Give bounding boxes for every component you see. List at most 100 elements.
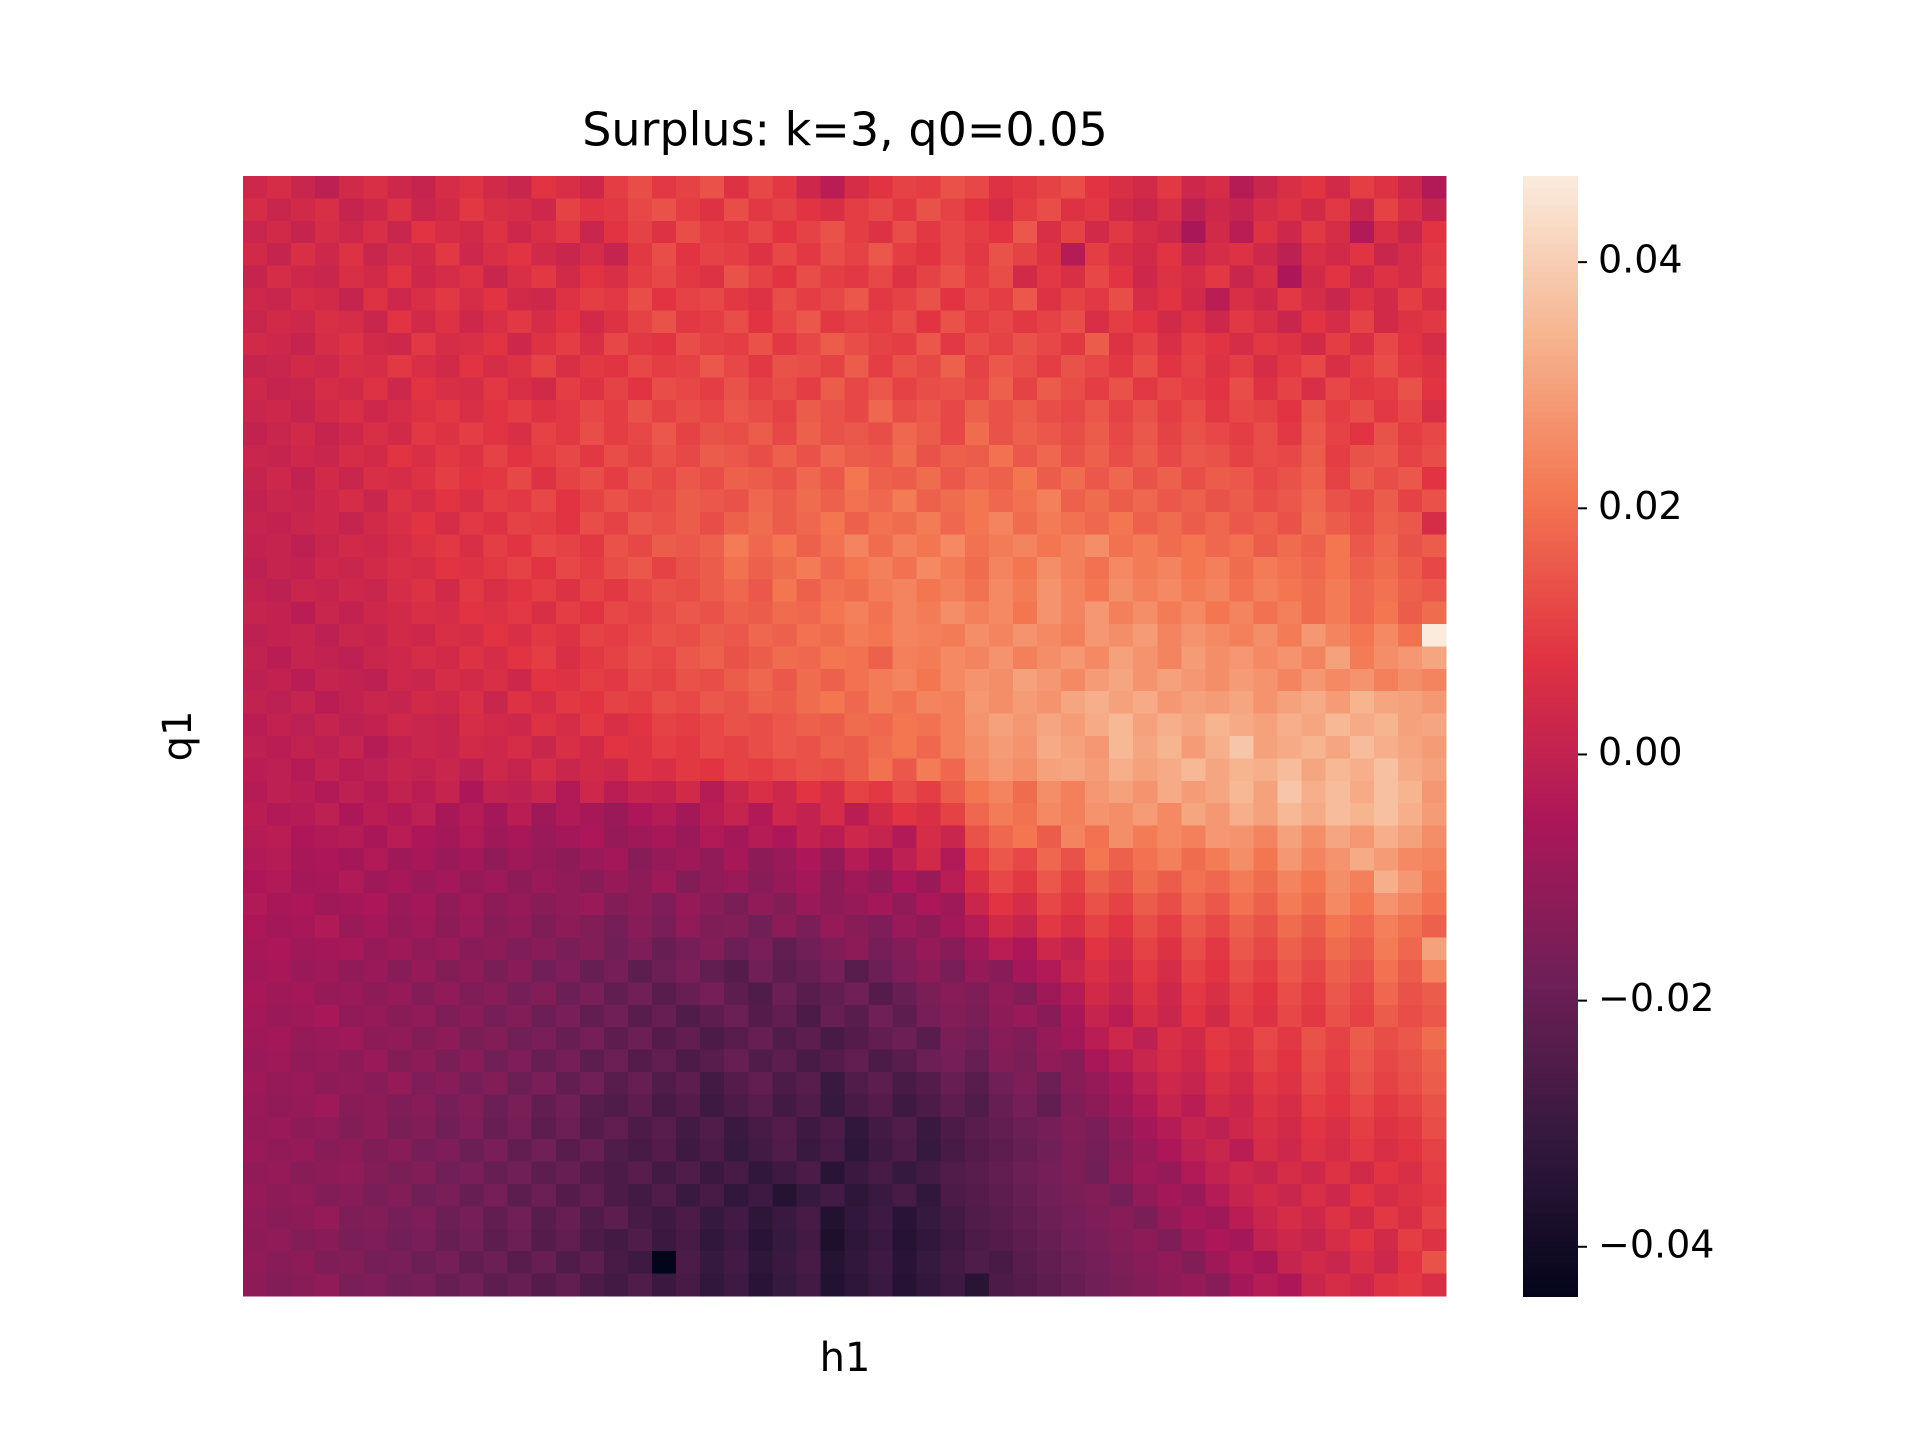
cell	[291, 310, 316, 334]
cell	[435, 646, 461, 670]
cell	[1061, 982, 1086, 1006]
cell	[1277, 579, 1303, 603]
cell	[1301, 1228, 1327, 1252]
cell	[315, 601, 340, 625]
cell	[1181, 736, 1206, 759]
cell	[1325, 848, 1351, 871]
cell	[507, 892, 533, 916]
cell	[627, 915, 653, 939]
cell	[1133, 1184, 1158, 1207]
cell	[964, 377, 990, 401]
cell	[1205, 332, 1231, 356]
cell	[796, 512, 822, 535]
cell	[868, 489, 894, 513]
cell	[1325, 355, 1351, 379]
cell	[1109, 736, 1134, 759]
cell	[916, 736, 942, 759]
cell	[1349, 982, 1375, 1006]
cell	[1421, 758, 1447, 782]
cell	[1301, 198, 1327, 222]
cell	[844, 601, 870, 625]
cell	[1373, 960, 1399, 983]
cell	[267, 1094, 292, 1118]
cell	[483, 220, 509, 244]
cell	[748, 467, 773, 491]
cell	[1181, 489, 1206, 513]
cell	[1397, 1161, 1423, 1185]
cell	[796, 400, 822, 423]
cell	[1301, 355, 1327, 379]
cell	[1205, 1072, 1231, 1095]
cell	[1109, 265, 1134, 289]
cell	[507, 332, 533, 356]
cell	[435, 713, 461, 737]
cell	[1012, 758, 1038, 782]
cell	[1133, 691, 1158, 715]
cell	[603, 1273, 629, 1297]
cell	[1301, 1049, 1327, 1073]
cell	[964, 825, 990, 849]
colorbar-segment	[1523, 730, 1578, 737]
cell	[267, 646, 292, 670]
cell	[844, 1273, 870, 1297]
cell	[1085, 534, 1110, 558]
cell	[1012, 1251, 1038, 1275]
cell	[411, 758, 437, 782]
cell	[1349, 467, 1375, 491]
cell	[748, 489, 773, 513]
colorbar-segment	[1523, 198, 1578, 205]
colorbar-segment	[1523, 1100, 1578, 1107]
cell	[1181, 556, 1206, 580]
cell	[892, 467, 918, 491]
cell	[1109, 243, 1134, 267]
cell	[1421, 243, 1447, 267]
cell	[796, 691, 822, 715]
cell	[1229, 892, 1255, 916]
cell	[435, 489, 461, 513]
colorbar-segment	[1523, 836, 1578, 844]
cell	[507, 937, 533, 961]
cell	[411, 444, 437, 468]
cell	[483, 355, 509, 379]
cell	[1085, 444, 1110, 468]
cell	[892, 736, 918, 759]
cell	[1205, 736, 1231, 759]
cell	[1349, 310, 1375, 334]
cell	[1277, 176, 1303, 199]
cell	[796, 848, 822, 871]
cell	[1133, 243, 1158, 267]
cell	[555, 870, 581, 894]
cell	[964, 198, 990, 222]
cell	[315, 803, 340, 827]
cell	[507, 624, 533, 647]
cell	[555, 1184, 581, 1207]
cell	[1012, 243, 1038, 267]
cell	[603, 243, 629, 267]
colorbar-segment	[1523, 187, 1578, 194]
cell	[435, 1004, 461, 1028]
cell	[1301, 982, 1327, 1006]
cell	[459, 915, 485, 939]
colorbar-segment	[1523, 1105, 1578, 1112]
cell	[892, 400, 918, 423]
cell	[579, 220, 605, 244]
cell	[1157, 512, 1182, 535]
cell	[1253, 825, 1279, 849]
cell	[1109, 892, 1134, 916]
cell	[1349, 1004, 1375, 1028]
colorbar-segment	[1523, 366, 1578, 373]
cell	[652, 937, 677, 961]
cell	[555, 1027, 581, 1051]
cell	[1133, 601, 1158, 625]
cell	[988, 780, 1014, 804]
cell	[1133, 915, 1158, 939]
cell	[1421, 736, 1447, 759]
cell	[748, 825, 773, 849]
cell	[1085, 1206, 1110, 1230]
cell	[1397, 780, 1423, 804]
cell	[964, 1004, 990, 1028]
cell	[772, 400, 797, 423]
cell	[844, 265, 870, 289]
cell	[1181, 1228, 1206, 1252]
cell	[1421, 1116, 1447, 1140]
